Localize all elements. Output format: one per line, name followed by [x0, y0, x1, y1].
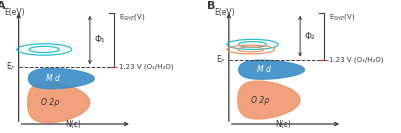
Text: E$_F$: E$_F$ — [6, 61, 16, 73]
Text: Φ₂: Φ₂ — [305, 32, 315, 41]
Text: E$_{SHE}$(V): E$_{SHE}$(V) — [119, 12, 146, 22]
Polygon shape — [28, 82, 90, 123]
Polygon shape — [238, 81, 300, 119]
Polygon shape — [239, 60, 304, 79]
Polygon shape — [28, 68, 94, 89]
Text: M d: M d — [257, 65, 271, 74]
Text: O 2ρ: O 2ρ — [41, 98, 59, 107]
Text: M d: M d — [47, 74, 60, 83]
Text: E$_F$: E$_F$ — [216, 53, 226, 66]
Text: O 2ρ: O 2ρ — [251, 95, 269, 105]
Text: B: B — [207, 1, 215, 11]
Text: N(ε): N(ε) — [65, 120, 81, 129]
Text: Φ₁: Φ₁ — [95, 36, 105, 45]
Text: E(eV): E(eV) — [214, 8, 235, 17]
Text: 1.23 V (O₂/H₂O): 1.23 V (O₂/H₂O) — [329, 56, 384, 63]
Text: N(ε): N(ε) — [276, 120, 292, 129]
Text: E(eV): E(eV) — [4, 8, 24, 17]
Text: A: A — [0, 1, 5, 11]
Text: 1.23 V (O₂/H₂O): 1.23 V (O₂/H₂O) — [119, 64, 174, 70]
Text: E$_{SHE}$(V): E$_{SHE}$(V) — [329, 12, 356, 22]
